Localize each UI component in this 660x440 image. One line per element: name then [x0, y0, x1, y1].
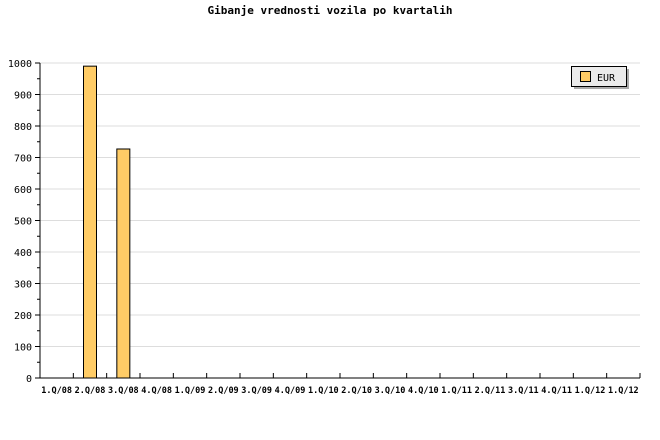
x-tick-label: 4.Q/08: [141, 386, 172, 396]
y-tick-label: 400: [14, 248, 32, 259]
x-tick-label: 3.Q/11: [508, 386, 539, 396]
x-tick-label: 2.Q/08: [75, 386, 106, 396]
bar: [116, 148, 131, 379]
x-tick-label: 2.Q/09: [208, 386, 239, 396]
x-tick-label: 1.Q/12: [575, 386, 606, 396]
bar: [83, 65, 97, 379]
y-tick-label: 0: [26, 374, 32, 385]
y-tick-label: 300: [14, 280, 32, 291]
y-tick-label: 900: [14, 91, 32, 102]
x-tick-label: 3.Q/08: [108, 386, 139, 396]
y-tick-label: 600: [14, 185, 32, 196]
x-tick-label: 1.Q/12: [608, 386, 639, 396]
y-tick-label: 1000: [8, 59, 32, 70]
x-tick-label: 4.Q/09: [275, 386, 306, 396]
x-tick-label: 3.Q/09: [241, 386, 272, 396]
legend-swatch: [580, 71, 591, 82]
y-tick-label: 100: [14, 343, 32, 354]
y-tick-label: 700: [14, 154, 32, 165]
x-tick-label: 3.Q/10: [375, 386, 406, 396]
x-tick-label: 2.Q/10: [341, 386, 372, 396]
x-tick-label: 4.Q/10: [408, 386, 439, 396]
legend-label: EUR: [597, 73, 616, 84]
x-tick-label: 1.Q/08: [41, 386, 72, 396]
x-tick-label: 1.Q/11: [441, 386, 472, 396]
x-tick-label: 1.Q/09: [175, 386, 206, 396]
chart-title: Gibanje vrednosti vozila po kvartalih: [207, 4, 453, 17]
y-tick-label: 500: [14, 217, 32, 228]
y-tick-label: 200: [14, 311, 32, 322]
y-tick-label: 800: [14, 122, 32, 133]
x-tick-label: 4.Q/11: [541, 386, 572, 396]
x-tick-label: 2.Q/11: [475, 386, 506, 396]
x-tick-label: 1.Q/10: [308, 386, 339, 396]
